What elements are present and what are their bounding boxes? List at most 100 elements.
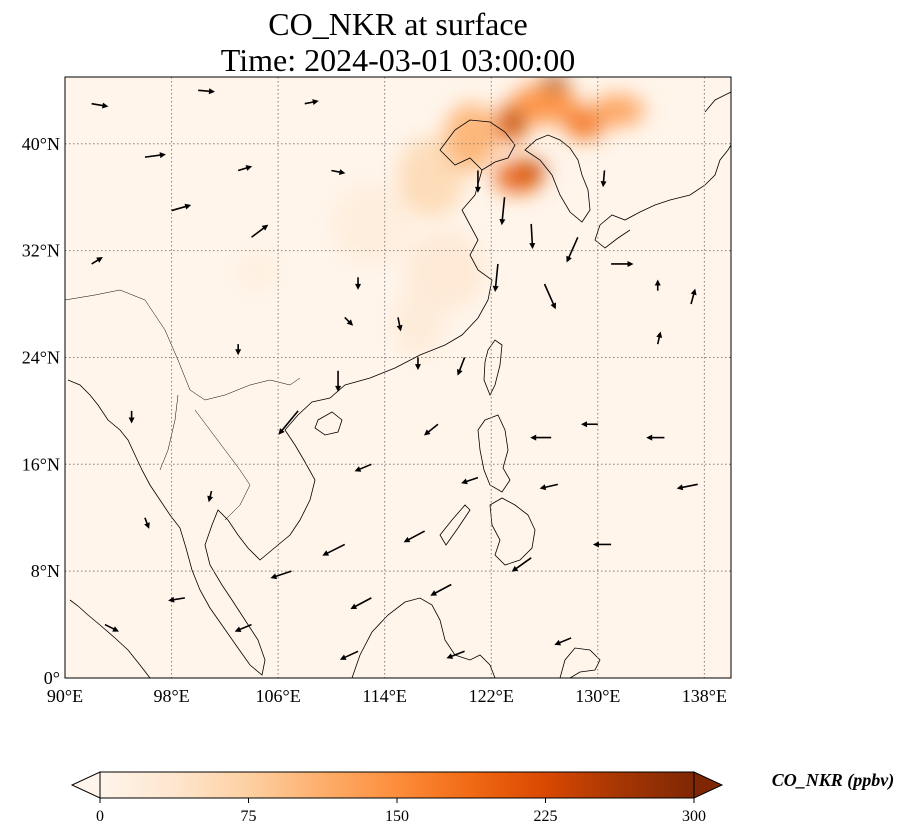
wind-arrow [511,557,532,572]
wind-arrow [461,476,479,485]
borders-a [65,289,301,521]
wind-arrow [676,483,698,491]
wind-arrow [207,490,214,503]
colorbar-label: CO_NKR (ppbv) [771,770,895,790]
plume-11 [404,230,485,311]
visayas-mindanao [489,497,536,566]
colorbar-tick-label: 300 [682,808,706,825]
coastlines [65,91,731,678]
wind-arrow [355,277,362,290]
plume-14 [238,250,279,291]
colorbar-tick-label: 150 [385,808,409,825]
wind-arrow [690,288,697,305]
wind-arrow [474,170,481,193]
wind-arrow [492,263,499,292]
wind-arrow [646,434,665,441]
wind-arrow [539,483,559,491]
colorbar-tick-label: 225 [534,808,558,825]
plume-2 [444,103,498,171]
map-subtitle: Time: 2024-03-01 03:00:00 [220,42,576,78]
plume-1 [398,137,465,218]
wind-vectors [91,88,698,660]
japan-kyushu-honshu [594,144,731,249]
wind-arrow [430,583,452,596]
lon-tick-label: 90°E [47,686,83,706]
lat-tick-label: 8°N [31,561,60,581]
wind-arrow [566,236,579,263]
lon-tick-label: 138°E [682,686,727,706]
lon-tick-label: 130°E [575,686,620,706]
wind-arrow [456,357,466,376]
borneo [351,597,496,678]
bohai-coast [454,119,516,171]
plume-10 [591,94,645,127]
lon-tick-label: 114°E [362,686,407,706]
wind-arrow [656,331,663,345]
lat-tick-label: 40°N [22,134,60,154]
lat-tick-label: 0° [44,668,60,688]
wind-arrow [654,279,661,291]
wind-arrow [91,102,109,109]
wind-arrow [270,570,292,580]
lon-tick-label: 106°E [256,686,301,706]
wind-arrow [104,623,119,632]
wind-arrow [529,223,536,250]
wind-arrow [530,434,552,441]
wind-arrow [128,410,135,424]
lat-tick-label: 32°N [22,241,60,261]
luzon [477,414,511,493]
plume-12 [331,183,412,264]
plume-7 [511,83,578,124]
plume-13 [391,290,445,358]
wind-arrow [581,421,598,428]
wind-arrow [198,88,215,95]
lon-tick-label: 122°E [469,686,514,706]
wind-arrow [344,316,354,326]
map-ocean-background [65,77,731,678]
wind-arrow [335,370,342,392]
colorbar-tick-label: 75 [241,808,257,825]
asia-mainland-coast [67,129,493,676]
hainan [314,411,343,436]
wind-arrow [396,317,403,332]
sumatra [69,599,151,678]
wind-arrow [235,344,242,356]
wind-arrow [499,197,506,226]
wind-arrow [144,152,166,159]
wind-arrow [91,256,103,265]
wind-arrow [600,170,607,188]
colorbar: 0 75 150 225 300 [70,771,724,825]
plume-8 [541,77,569,90]
sulawesi [559,647,601,678]
korea-coast [524,134,591,223]
wind-arrow [304,99,319,106]
graticule [65,77,731,678]
wind-arrow [350,597,372,610]
colorbar-tick-label: 0 [96,808,104,825]
wind-arrow [339,650,359,660]
wind-arrow [250,224,269,238]
wind-arrow [403,530,426,543]
concentration-field [238,77,645,358]
map-frame [64,76,732,679]
wind-arrow [171,203,192,212]
palawan [439,504,471,546]
colorbar-extend-min [70,771,101,799]
wind-arrow [278,410,299,435]
lon-tick-label: 98°E [153,686,189,706]
colorbar-extend-max [693,771,724,799]
wind-arrow [322,543,346,556]
axis-ticks: 90°E 98°E 106°E 114°E 122°E 130°E 138°E 0° 8°N 16… [22,134,727,706]
wind-arrow [237,165,253,172]
plume-6 [517,159,545,182]
lat-tick-label: 16°N [22,454,60,474]
japan-hokkaido [704,91,731,113]
wind-arrow [168,596,186,603]
wind-arrow [414,357,421,371]
map-title: CO_NKR at surface [268,6,528,42]
wind-arrow [331,169,346,176]
colorbar-body [99,771,695,799]
wind-arrow [592,541,612,548]
wind-arrow [354,463,372,472]
